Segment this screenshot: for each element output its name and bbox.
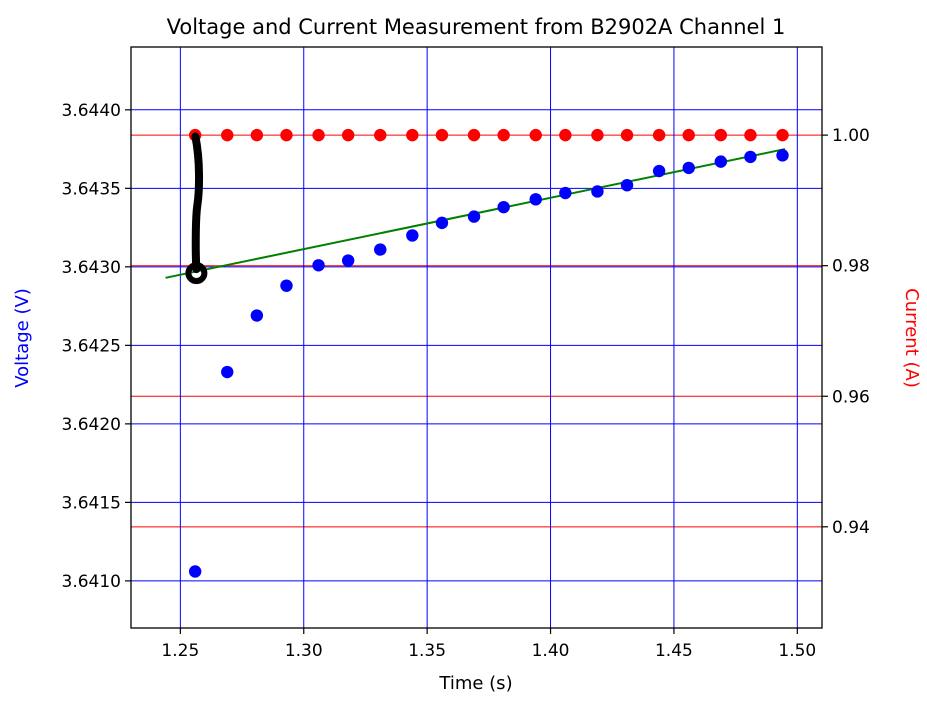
- current-point: [250, 128, 264, 142]
- voltage-point: [559, 186, 572, 200]
- left-tick-label: 3.6420: [62, 415, 121, 435]
- right-tick-label: 1.00: [832, 126, 870, 146]
- voltage-point: [620, 178, 634, 192]
- left-gridlines: [131, 109, 822, 582]
- vertical-gridlines: [179, 47, 798, 628]
- x-tick-label: 1.50: [778, 641, 816, 661]
- current-point: [559, 128, 572, 142]
- voltage-point: [435, 216, 449, 230]
- right-axis-ticks: 0.94 0.96 0.98 1.00: [822, 126, 870, 538]
- plot-frame: [130, 46, 823, 629]
- x-tick-label: 1.30: [285, 641, 323, 661]
- voltage-point: [250, 309, 264, 322]
- current-point: [529, 128, 542, 142]
- chart-title: Voltage and Current Measurement from B29…: [167, 15, 786, 39]
- x-tick-label: 1.35: [408, 641, 446, 661]
- voltage-point: [467, 210, 481, 223]
- current-point: [312, 128, 325, 142]
- current-point: [714, 128, 728, 142]
- x-tick-label: 1.40: [532, 641, 570, 661]
- right-tick-label: 0.96: [832, 387, 870, 407]
- voltage-point: [406, 229, 419, 242]
- voltage-point: [714, 155, 728, 168]
- current-point: [744, 128, 757, 142]
- left-tick-label: 3.6425: [62, 336, 121, 356]
- current-point: [435, 128, 449, 142]
- voltage-point: [280, 279, 293, 292]
- left-tick-label: 3.6435: [62, 179, 121, 199]
- x-tick-label: 1.25: [161, 641, 199, 661]
- right-tick-label: 0.94: [832, 518, 870, 538]
- current-point: [652, 128, 666, 142]
- current-point: [221, 128, 234, 142]
- current-point: [497, 128, 510, 142]
- right-axis-label: Current (A): [901, 288, 922, 388]
- voltage-point: [776, 149, 789, 162]
- voltage-point: [312, 259, 325, 272]
- annotation-layer: [185, 132, 208, 285]
- voltage-point: [591, 185, 604, 198]
- current-point: [406, 128, 419, 142]
- voltage-point: [529, 193, 542, 206]
- annotation-stroke: [191, 132, 204, 274]
- voltage-point: [497, 200, 510, 214]
- right-tick-label: 0.98: [832, 257, 870, 277]
- voltage-point: [188, 565, 202, 578]
- current-point: [591, 128, 604, 142]
- voltage-point: [744, 150, 757, 164]
- current-point: [374, 128, 387, 142]
- x-tick-label: 1.45: [655, 641, 693, 661]
- current-point: [620, 128, 634, 142]
- left-tick-label: 3.6430: [62, 258, 121, 278]
- voltage-point: [221, 365, 234, 379]
- current-point: [776, 128, 789, 142]
- current-point: [682, 128, 695, 142]
- current-point: [467, 128, 481, 142]
- left-tick-label: 3.6440: [62, 101, 121, 121]
- annotation-loop: [185, 262, 208, 285]
- x-axis-label: Time (s): [438, 673, 512, 694]
- left-tick-label: 3.6415: [62, 493, 121, 513]
- voltage-point: [652, 164, 666, 178]
- voltage-point: [682, 161, 695, 175]
- current-point: [280, 128, 293, 142]
- voltage-points: [188, 149, 789, 578]
- current-point: [341, 128, 355, 142]
- x-axis-ticks: 1.25 1.30 1.35 1.40 1.45 1.50: [161, 628, 816, 661]
- left-axis-ticks: 3.6410 3.6415 3.6420 3.6425 3.6430 3.6435 3.64…: [62, 101, 131, 592]
- voltage-point: [341, 254, 355, 267]
- left-tick-label: 3.6410: [62, 572, 121, 592]
- current-points: [188, 128, 789, 142]
- voltage-point: [374, 243, 387, 256]
- left-axis-label: Voltage (V): [12, 288, 33, 388]
